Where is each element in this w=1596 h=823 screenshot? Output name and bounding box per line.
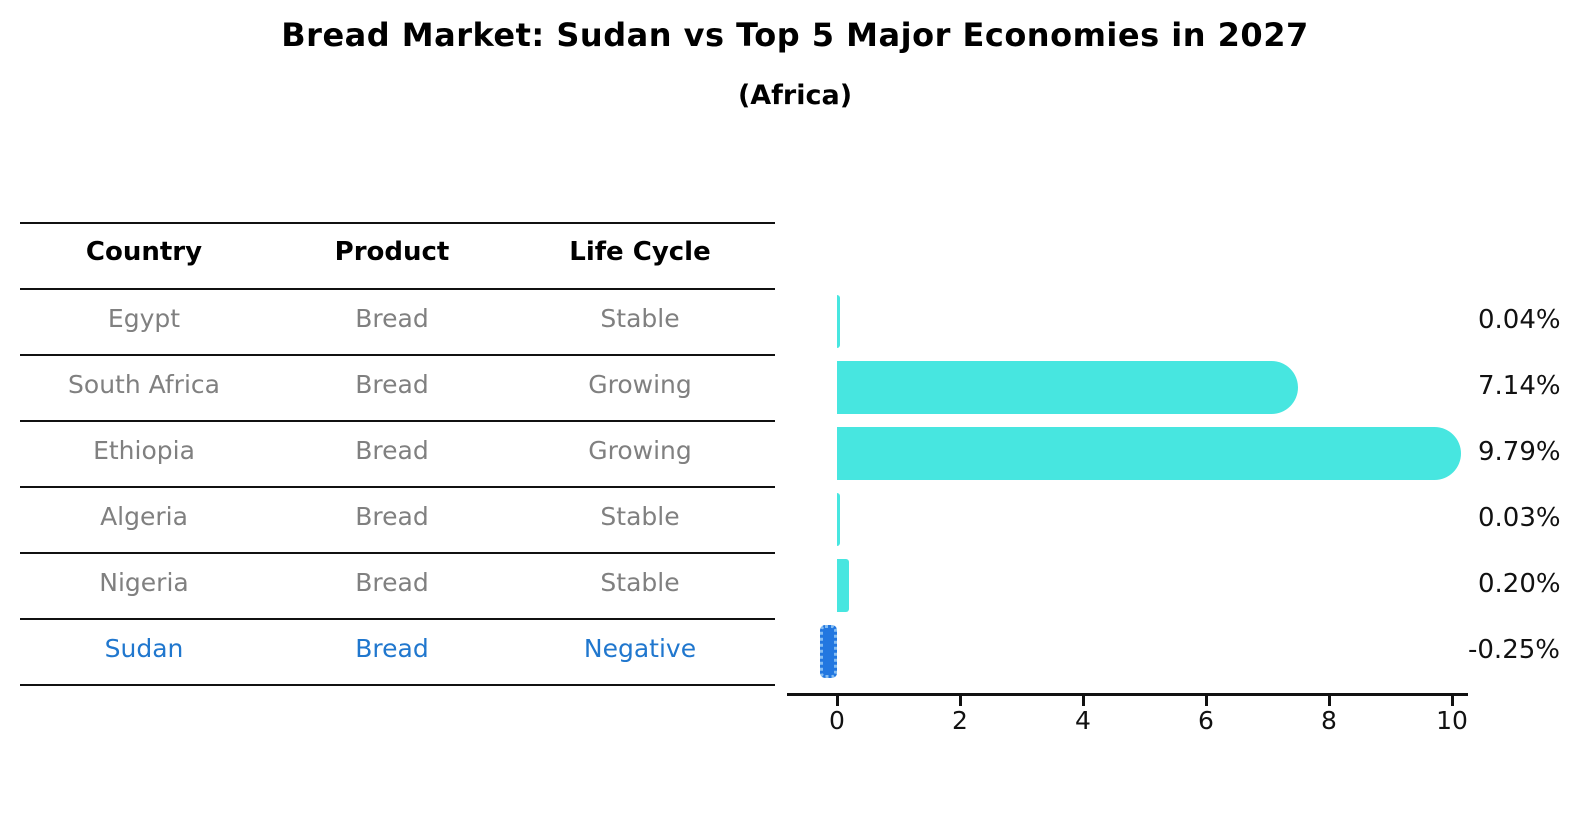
bar bbox=[819, 624, 837, 678]
table-rule bbox=[20, 222, 775, 224]
table-cell: South Africa bbox=[68, 370, 220, 399]
bar bbox=[837, 360, 1299, 414]
x-axis-tick bbox=[1450, 696, 1454, 706]
table-cell: Bread bbox=[355, 634, 429, 663]
x-axis-tick bbox=[958, 696, 962, 706]
table-rule bbox=[20, 684, 775, 686]
table-cell: Sudan bbox=[104, 634, 184, 663]
bar-value-label: 0.03% bbox=[1478, 503, 1561, 533]
table-rule bbox=[20, 618, 775, 620]
bar bbox=[837, 426, 1462, 480]
bar-value-label: 0.20% bbox=[1478, 569, 1561, 599]
x-tick-label: 6 bbox=[1198, 706, 1214, 735]
x-tick-label: 2 bbox=[952, 706, 968, 735]
table-cell: Stable bbox=[600, 502, 680, 531]
table-rule bbox=[20, 420, 775, 422]
x-axis-line bbox=[787, 693, 1468, 696]
table-rule bbox=[20, 354, 775, 356]
table-cell: Bread bbox=[355, 370, 429, 399]
table-rule bbox=[20, 552, 775, 554]
chart-subtitle: (Africa) bbox=[737, 80, 853, 111]
table-cell: Stable bbox=[600, 304, 680, 333]
table-cell: Ethiopia bbox=[93, 436, 195, 465]
x-tick-label: 10 bbox=[1436, 706, 1468, 735]
chart-title: Bread Market: Sudan vs Top 5 Major Econo… bbox=[281, 16, 1309, 54]
x-tick-label: 8 bbox=[1321, 706, 1337, 735]
table-cell: Growing bbox=[588, 370, 692, 399]
table-cell: Bread bbox=[355, 502, 429, 531]
table-cell: Nigeria bbox=[99, 568, 189, 597]
bar bbox=[837, 558, 850, 612]
bar-value-label: 9.79% bbox=[1478, 437, 1561, 467]
x-tick-label: 0 bbox=[829, 706, 845, 735]
table-header-cell: Country bbox=[85, 237, 203, 267]
table-rule bbox=[20, 288, 775, 290]
table-header-cell: Life Cycle bbox=[569, 237, 711, 267]
table-cell: Egypt bbox=[107, 304, 181, 333]
bar-value-label: 0.04% bbox=[1478, 305, 1561, 335]
table-cell: Stable bbox=[600, 568, 680, 597]
table-header-cell: Product bbox=[334, 237, 450, 267]
table-rule bbox=[20, 486, 775, 488]
x-axis-tick bbox=[1327, 696, 1331, 706]
table-cell: Bread bbox=[355, 436, 429, 465]
x-axis-tick bbox=[1081, 696, 1085, 706]
bar bbox=[837, 294, 840, 348]
bar bbox=[837, 492, 840, 546]
x-axis-tick bbox=[835, 696, 839, 706]
table-cell: Bread bbox=[355, 568, 429, 597]
table-cell: Algeria bbox=[100, 502, 188, 531]
table-cell: Negative bbox=[583, 634, 697, 663]
bar-value-label: -0.25% bbox=[1468, 635, 1560, 665]
x-axis-tick bbox=[1204, 696, 1208, 706]
table-cell: Growing bbox=[588, 436, 692, 465]
x-tick-label: 4 bbox=[1075, 706, 1091, 735]
table-cell: Bread bbox=[355, 304, 429, 333]
bar-value-label: 7.14% bbox=[1478, 371, 1561, 401]
